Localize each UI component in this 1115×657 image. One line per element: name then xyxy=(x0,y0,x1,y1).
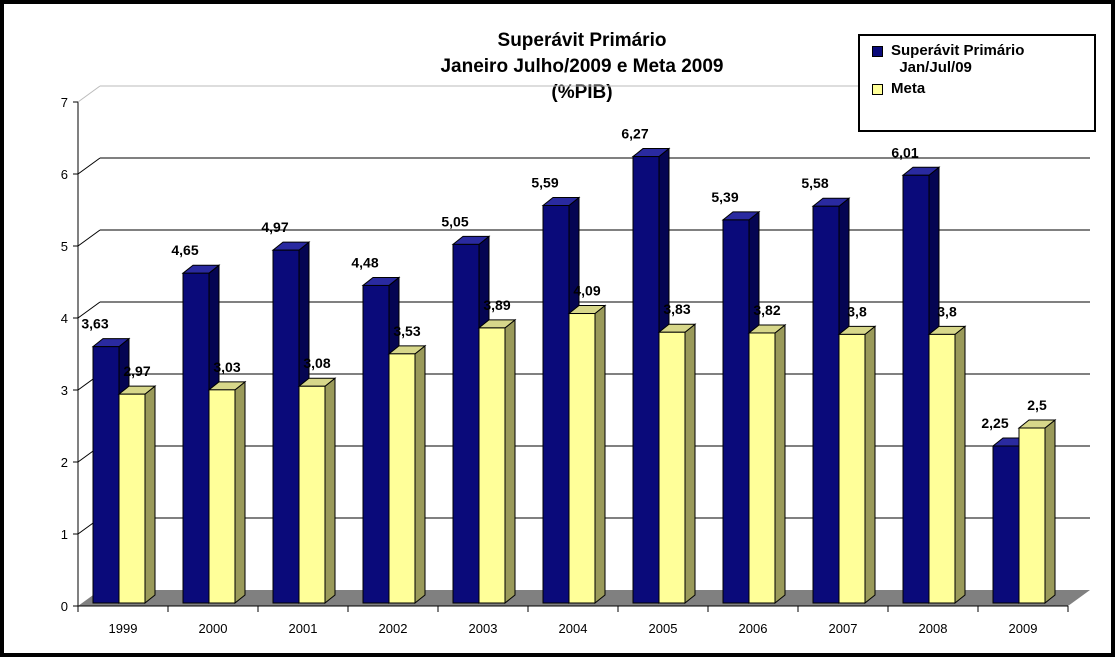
x-tick-label: 1999 xyxy=(109,621,138,636)
bar-superavit xyxy=(272,249,300,604)
y-tick-label: 5 xyxy=(61,239,68,254)
bar-meta xyxy=(568,313,596,604)
bar-meta xyxy=(208,389,236,604)
bar-meta xyxy=(298,385,326,604)
bar-superavit xyxy=(362,284,390,604)
legend-swatch-superavit xyxy=(872,46,883,57)
bar-superavit-label: 6,27 xyxy=(621,126,648,142)
legend-label-meta: Meta xyxy=(891,80,926,97)
bar-meta-side xyxy=(1044,418,1056,605)
bar-meta xyxy=(928,333,956,604)
x-tick-label: 2000 xyxy=(199,621,228,636)
y-tick-label: 3 xyxy=(61,383,68,398)
bar-superavit-label: 4,65 xyxy=(171,242,198,258)
bar-meta-side xyxy=(684,323,696,605)
bar-superavit xyxy=(92,346,120,604)
bar-meta-label: 2,5 xyxy=(1027,397,1047,413)
x-tick-label: 2001 xyxy=(289,621,318,636)
x-tick-label: 2005 xyxy=(649,621,678,636)
bar-superavit-label: 5,05 xyxy=(441,213,468,229)
bar-superavit xyxy=(812,205,840,604)
bar-meta-side xyxy=(144,385,156,605)
bar-superavit xyxy=(902,174,930,604)
y-tick-label: 0 xyxy=(61,599,68,614)
x-tick-label: 2007 xyxy=(829,621,858,636)
bar-superavit xyxy=(632,156,660,604)
bar-meta xyxy=(118,393,146,604)
chart-title: Superávit Primário Janeiro Julho/2009 e … xyxy=(440,30,723,103)
bar-superavit-label: 6,01 xyxy=(891,144,918,160)
bar-superavit xyxy=(452,243,480,604)
x-tick-label: 2004 xyxy=(559,621,588,636)
bar-superavit-label: 5,39 xyxy=(711,189,738,205)
x-tick-label: 2008 xyxy=(919,621,948,636)
bar-meta-label: 4,09 xyxy=(573,283,600,299)
legend-item-superavit: Superávit Primário Jan/Jul/09 xyxy=(872,42,1081,76)
legend-item-meta: Meta xyxy=(872,80,925,97)
bar-superavit xyxy=(992,445,1020,604)
chart-bars xyxy=(91,147,1057,605)
bar-superavit-label: 4,97 xyxy=(261,219,288,235)
bar-superavit-label: 2,25 xyxy=(981,415,1008,431)
y-tick-label: 6 xyxy=(61,167,68,182)
bar-meta-label: 3,83 xyxy=(663,301,690,317)
legend-label-superavit: Superávit Primário Jan/Jul/09 xyxy=(891,42,1025,76)
bar-meta-side xyxy=(864,325,876,605)
bar-meta xyxy=(658,331,686,604)
bar-superavit-label: 5,59 xyxy=(531,175,558,191)
legend-swatch-meta xyxy=(872,84,883,95)
bar-superavit-label: 4,48 xyxy=(351,254,378,270)
chart-legend: Superávit Primário Jan/Jul/09 Meta xyxy=(858,34,1096,132)
bar-meta-label: 3,89 xyxy=(483,297,510,313)
bar-meta-side xyxy=(324,377,336,605)
bar-meta-side xyxy=(954,325,966,605)
bar-meta xyxy=(1018,427,1046,604)
gridline-diagonal xyxy=(77,301,101,319)
bar-meta-label: 3,53 xyxy=(393,323,420,339)
bar-meta-label: 3,82 xyxy=(753,302,780,318)
bar-meta-side xyxy=(594,304,606,605)
bar-meta-side xyxy=(414,344,426,605)
bar-meta xyxy=(478,327,506,604)
x-tick-label: 2009 xyxy=(1009,621,1038,636)
gridline-diagonal xyxy=(77,85,101,103)
x-tick-label: 2002 xyxy=(379,621,408,636)
bar-meta-label: 2,97 xyxy=(123,363,150,379)
y-tick-label: 1 xyxy=(61,527,68,542)
bar-superavit xyxy=(542,205,570,604)
chart-title-line-2: Janeiro Julho/2009 e Meta 2009 xyxy=(440,56,723,77)
y-tick-label: 7 xyxy=(61,95,68,110)
x-tick-label: 2006 xyxy=(739,621,768,636)
chart-title-line-3: (%PIB) xyxy=(551,82,612,103)
bar-superavit xyxy=(722,219,750,604)
bar-superavit-label: 5,58 xyxy=(801,175,828,191)
bar-meta-label: 3,8 xyxy=(847,303,867,319)
bar-superavit xyxy=(182,272,210,604)
gridline-diagonal xyxy=(77,157,101,175)
bar-meta xyxy=(838,333,866,604)
x-tick-label: 2003 xyxy=(469,621,498,636)
y-tick-label: 4 xyxy=(61,311,68,326)
chart-data-labels: 3,63 2,97 4,65 3,03 4,97 3,08 4,48 3,53 5,05 3,89… xyxy=(81,126,1047,431)
bar-meta-label: 3,03 xyxy=(213,359,240,375)
bar-meta-label: 3,08 xyxy=(303,355,330,371)
bar-meta-side xyxy=(504,318,516,605)
y-tick-label: 2 xyxy=(61,455,68,470)
bar-meta-side xyxy=(234,380,246,605)
bar-meta xyxy=(748,332,776,604)
bar-superavit-label: 3,63 xyxy=(81,316,108,332)
bar-meta-side xyxy=(774,323,786,605)
gridline-diagonal xyxy=(77,229,101,247)
bar-meta xyxy=(388,353,416,604)
bar-meta-label: 3,8 xyxy=(937,303,957,319)
chart-title-line-1: Superávit Primário xyxy=(498,30,667,51)
